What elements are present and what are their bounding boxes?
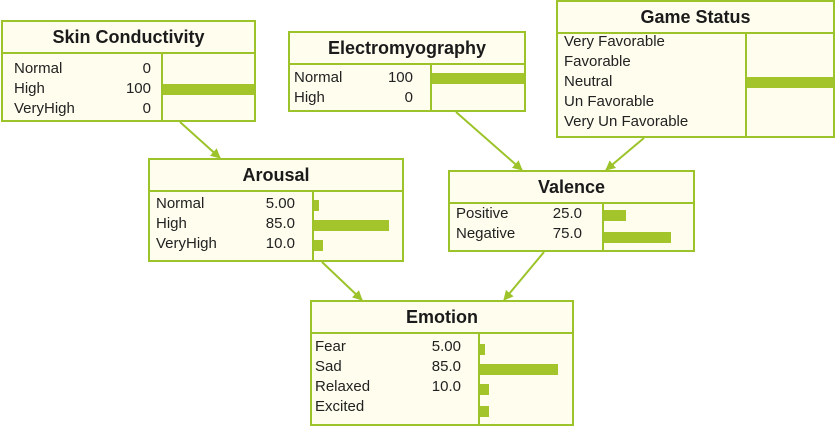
state-bar <box>604 210 627 221</box>
state-value: 100 <box>125 80 151 97</box>
state-name: High <box>14 80 45 97</box>
edge-arousal-to-emotion <box>321 261 363 301</box>
state-bar <box>432 73 524 84</box>
edge-valence-to-emotion <box>503 251 545 301</box>
state-row: Favorable <box>558 52 745 72</box>
state-row: Normal 0 <box>3 59 161 79</box>
state-row: Negative 75.0 <box>450 224 602 244</box>
state-row: Relaxed 10.0 <box>312 377 478 397</box>
node-arousal[interactable]: Arousal Normal 5.00 High 85.0 VeryHigh 1… <box>148 158 404 262</box>
state-row: High 0 <box>290 88 430 108</box>
state-row: High 100 <box>3 79 161 99</box>
node-valence[interactable]: Valence Positive 25.0 Negative 75.0 <box>448 170 695 252</box>
state-value: 25.0 <box>552 205 582 222</box>
state-row: Neutral <box>558 72 745 92</box>
state-name: Favorable <box>564 53 631 70</box>
state-value: 85.0 <box>431 358 461 375</box>
state-bar <box>480 406 490 417</box>
state-name: Sad <box>315 358 342 375</box>
state-bar <box>314 240 323 251</box>
state-bar <box>163 84 254 95</box>
state-bar <box>314 220 389 231</box>
state-bar <box>480 364 559 375</box>
state-name: Normal <box>156 195 205 212</box>
node-title: Arousal <box>150 160 402 192</box>
state-name: High <box>294 89 325 106</box>
state-row: Normal 100 <box>290 68 430 88</box>
node-title: Emotion <box>312 302 572 334</box>
state-name: Very Favorable <box>564 33 665 50</box>
node-electromyography[interactable]: Electromyography Normal 100 High 0 <box>288 31 526 112</box>
state-bars <box>604 204 693 250</box>
state-row: Sad 85.0 <box>312 357 478 377</box>
state-value: 0 <box>142 60 151 77</box>
state-bar <box>314 200 319 211</box>
edge-emg-to-valence <box>455 111 523 171</box>
state-row: Un Favorable <box>558 92 745 112</box>
state-name: Neutral <box>564 73 613 90</box>
node-title: Game Status <box>558 2 833 34</box>
state-row: Excited <box>312 397 478 417</box>
node-emotion[interactable]: Emotion Fear 5.00 Sad 85.0 Relaxed 10.0 … <box>310 300 574 426</box>
edge-game-to-valence <box>605 137 645 171</box>
node-game-status[interactable]: Game Status Very Favorable Favorable Neu… <box>556 0 835 138</box>
state-name: VeryHigh <box>14 100 75 117</box>
state-name: High <box>156 215 187 232</box>
state-row: VeryHigh 10.0 <box>150 234 312 254</box>
state-row: VeryHigh 0 <box>3 99 161 119</box>
state-bars <box>314 192 402 260</box>
state-value: 5.00 <box>265 195 295 212</box>
state-value: 0 <box>142 100 151 117</box>
edge-skin-to-arousal <box>179 121 221 159</box>
state-row: Normal 5.00 <box>150 194 312 214</box>
state-name: Positive <box>456 205 509 222</box>
node-title: Electromyography <box>290 33 524 65</box>
state-name: Normal <box>14 60 63 77</box>
state-value: 0 <box>404 89 413 106</box>
state-value: 10.0 <box>431 378 461 395</box>
node-title: Skin Conductivity <box>3 22 254 54</box>
state-bars <box>432 65 524 110</box>
state-name: Relaxed <box>315 378 371 395</box>
state-row: High 85.0 <box>150 214 312 234</box>
node-title: Valence <box>450 172 693 204</box>
state-bar <box>480 344 485 355</box>
state-bar <box>604 232 671 243</box>
state-bars <box>747 34 833 136</box>
state-value: 100 <box>387 69 413 86</box>
state-name: Very Un Favorable <box>564 113 689 130</box>
state-name: Un Favorable <box>564 93 655 110</box>
state-bar <box>480 384 490 395</box>
state-name: Excited <box>315 398 365 415</box>
state-value: 5.00 <box>431 338 461 355</box>
state-row: Fear 5.00 <box>312 337 478 357</box>
state-name: Negative <box>456 225 516 242</box>
state-value: 75.0 <box>552 225 582 242</box>
state-bars <box>163 54 254 120</box>
state-value: 85.0 <box>265 215 295 232</box>
state-bars <box>480 334 572 424</box>
node-skin-conductivity[interactable]: Skin Conductivity Normal 0 High 100 Very… <box>1 20 256 122</box>
state-bar <box>747 77 833 88</box>
state-value: 10.0 <box>265 235 295 252</box>
state-row: Very Un Favorable <box>558 112 745 132</box>
state-name: Fear <box>315 338 346 355</box>
state-name: Normal <box>294 69 343 86</box>
state-name: VeryHigh <box>156 235 217 252</box>
state-row: Very Favorable <box>558 32 745 52</box>
state-row: Positive 25.0 <box>450 204 602 224</box>
